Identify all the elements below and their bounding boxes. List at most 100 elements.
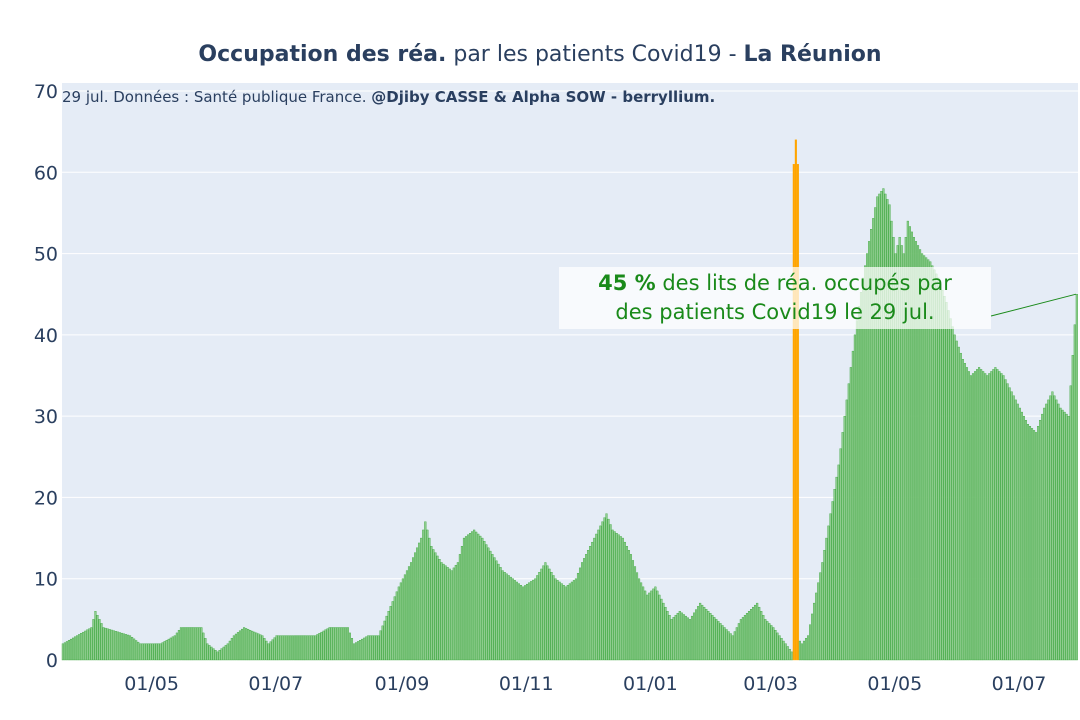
y-tick-label: 60	[34, 162, 58, 184]
bar	[652, 588, 655, 661]
bar	[912, 237, 915, 661]
bar	[654, 586, 657, 661]
bar	[69, 638, 73, 661]
bar	[1010, 391, 1013, 661]
bar	[322, 630, 325, 661]
bar	[534, 578, 537, 661]
bar	[98, 619, 101, 661]
bar	[963, 363, 966, 661]
chart-subtitle-credit: @Djiby CASSE & Alpha SOW - berryllium.	[371, 88, 716, 106]
bar	[100, 623, 103, 661]
occupancy-annotation: 45 % des lits de réa. occupés par des pat…	[559, 267, 991, 329]
bar	[306, 635, 309, 661]
bar	[126, 634, 130, 661]
bar	[843, 415, 846, 661]
bar	[499, 567, 502, 661]
bar	[613, 531, 616, 661]
bar	[880, 191, 883, 661]
bar	[287, 635, 290, 661]
bar	[108, 629, 111, 661]
bar	[334, 627, 337, 661]
bar	[220, 648, 223, 661]
bar	[314, 635, 317, 661]
bar	[750, 609, 753, 661]
bar	[574, 578, 577, 661]
bar	[554, 578, 557, 661]
bar	[955, 340, 958, 661]
bar	[139, 643, 142, 661]
bar	[206, 643, 209, 661]
bar	[762, 615, 765, 661]
bar	[501, 570, 504, 661]
chart-title-bold-part: Occupation des réa.	[198, 42, 447, 67]
bar	[493, 557, 496, 661]
bar	[693, 612, 696, 661]
bar	[110, 629, 113, 661]
bar	[835, 476, 838, 661]
bar	[432, 549, 435, 661]
bar	[94, 611, 97, 661]
x-tick-label: 01/07	[248, 673, 303, 695]
bar	[507, 575, 510, 661]
bar	[976, 369, 979, 661]
bar	[581, 562, 584, 661]
bar	[815, 592, 818, 661]
bar	[583, 558, 586, 661]
bar	[971, 373, 975, 661]
bar	[255, 632, 258, 661]
bar	[731, 635, 734, 661]
bar	[540, 568, 543, 661]
bar	[479, 535, 482, 661]
bar	[1065, 413, 1068, 661]
bar	[1041, 413, 1044, 661]
bar	[173, 635, 176, 661]
y-tick-label: 10	[34, 569, 58, 591]
bar	[462, 537, 466, 661]
bar	[978, 367, 981, 661]
bar	[605, 513, 608, 661]
bar	[88, 628, 91, 661]
bar	[894, 253, 897, 661]
bar	[251, 630, 254, 661]
bar	[183, 627, 187, 661]
bar	[143, 643, 146, 661]
bar	[633, 566, 637, 661]
bar	[454, 564, 457, 661]
bar	[505, 573, 508, 661]
bar	[627, 550, 630, 661]
bar	[389, 606, 392, 661]
bar	[908, 226, 911, 661]
bar	[1059, 407, 1062, 661]
bar	[768, 623, 771, 661]
bar	[365, 636, 368, 661]
bar	[208, 645, 211, 661]
bar	[1012, 395, 1015, 661]
x-tick-label: 01/11	[499, 673, 554, 695]
bar	[839, 448, 842, 661]
bar	[515, 581, 518, 661]
bar	[1073, 324, 1076, 661]
bar	[273, 637, 276, 661]
bar	[686, 617, 689, 661]
bar	[82, 631, 85, 661]
bar	[916, 245, 920, 661]
bar	[409, 562, 413, 661]
bar	[788, 648, 791, 661]
bar	[72, 637, 75, 661]
bar	[723, 627, 726, 661]
bar	[621, 537, 624, 661]
bar	[739, 619, 742, 661]
bar	[737, 623, 740, 661]
bar	[175, 632, 178, 661]
bar	[497, 563, 500, 661]
bar	[896, 245, 899, 661]
bar	[528, 582, 531, 661]
bar	[851, 350, 854, 661]
bar	[668, 615, 671, 661]
bar	[998, 371, 1001, 661]
bar	[845, 399, 848, 661]
bar	[969, 375, 972, 661]
bar	[715, 619, 718, 661]
bar	[257, 633, 260, 661]
bar	[283, 635, 286, 661]
